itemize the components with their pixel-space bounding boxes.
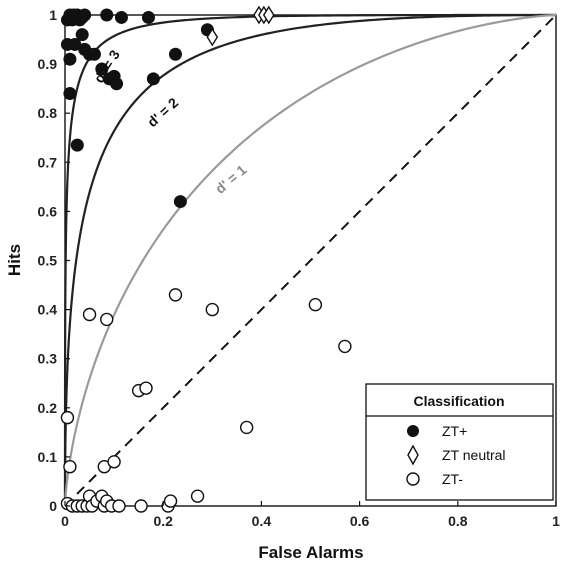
point-zt-minus xyxy=(100,312,114,327)
point-zt-plus xyxy=(63,52,77,66)
y-tick-label: 0.6 xyxy=(38,203,58,219)
point-zt-minus xyxy=(112,499,126,513)
point-zt-plus xyxy=(68,37,82,51)
point-zt-plus xyxy=(75,28,89,42)
point-zt-minus xyxy=(308,297,323,312)
point-zt-minus xyxy=(190,489,205,503)
point-zt-minus xyxy=(107,455,121,469)
x-axis-ticks: 0 0.2 0.4 0.6 0.8 1 xyxy=(61,501,560,529)
point-zt-minus xyxy=(82,307,97,322)
point-zt-minus xyxy=(60,410,75,425)
point-zt-minus xyxy=(338,339,352,354)
point-zt-plus xyxy=(78,8,92,22)
x-tick-label: 1 xyxy=(552,513,560,529)
point-zt-plus xyxy=(114,10,128,24)
x-axis-title: False Alarms xyxy=(258,543,363,562)
point-zt-minus xyxy=(63,460,77,474)
y-tick-label: 0.4 xyxy=(38,302,58,318)
point-zt-minus xyxy=(205,302,220,317)
point-zt-minus xyxy=(139,381,153,395)
point-zt-plus xyxy=(141,10,155,24)
point-zt-minus xyxy=(168,288,183,302)
data-points xyxy=(60,5,352,513)
y-axis-ticks: 0 0.1 0.2 0.3 0.4 0.5 0.6 0.7 0.8 0.9 1 xyxy=(38,7,70,514)
legend-label-zt-neutral: ZT neutral xyxy=(442,447,506,463)
x-tick-label: 0.6 xyxy=(350,513,370,529)
point-zt-plus xyxy=(110,77,124,91)
point-zt-minus xyxy=(163,494,178,508)
x-tick-label: 0.2 xyxy=(153,513,173,529)
legend-box xyxy=(365,383,554,501)
y-tick-label: 0.5 xyxy=(38,253,58,269)
point-zt-plus xyxy=(168,47,182,61)
point-zt-neutral xyxy=(262,5,275,25)
legend-marker-zt-neutral xyxy=(407,444,419,466)
y-axis-title: Hits xyxy=(5,244,24,276)
legend: Classification ZT+ ZT neutral ZT- xyxy=(365,383,554,501)
chance-diagonal-line xyxy=(64,14,557,507)
legend-marker-zt-minus xyxy=(406,472,420,486)
y-tick-label: 0 xyxy=(49,498,57,514)
legend-label-zt-minus: ZT- xyxy=(442,471,463,487)
point-zt-plus xyxy=(70,138,84,152)
point-zt-plus xyxy=(146,72,160,86)
point-zt-plus xyxy=(95,62,109,76)
point-zt-minus xyxy=(134,499,148,513)
point-zt-plus xyxy=(87,47,101,61)
y-tick-label: 0.9 xyxy=(38,56,58,72)
y-tick-label: 1 xyxy=(49,7,57,23)
y-tick-label: 0.8 xyxy=(38,105,58,121)
point-zt-plus xyxy=(63,87,77,101)
point-zt-minus xyxy=(239,420,254,435)
y-tick-label: 0.2 xyxy=(38,400,58,416)
point-zt-plus xyxy=(173,195,187,209)
x-tick-label: 0.4 xyxy=(252,513,272,529)
curve-label-dprime-2: d' = 2 xyxy=(144,94,181,130)
legend-title: Classification xyxy=(413,393,504,409)
legend-label-zt-plus: ZT+ xyxy=(442,423,467,439)
point-zt-neutral xyxy=(206,27,219,47)
legend-marker-zt-plus xyxy=(407,425,419,437)
point-zt-plus xyxy=(100,8,114,22)
curve-labels: d' = 3d' = 2d' = 1 xyxy=(91,47,250,197)
y-tick-label: 0.3 xyxy=(38,351,58,367)
x-tick-label: 0 xyxy=(61,513,69,529)
x-tick-label: 0.8 xyxy=(448,513,468,529)
y-tick-label: 0.7 xyxy=(38,154,58,170)
y-tick-label: 0.1 xyxy=(38,449,58,465)
